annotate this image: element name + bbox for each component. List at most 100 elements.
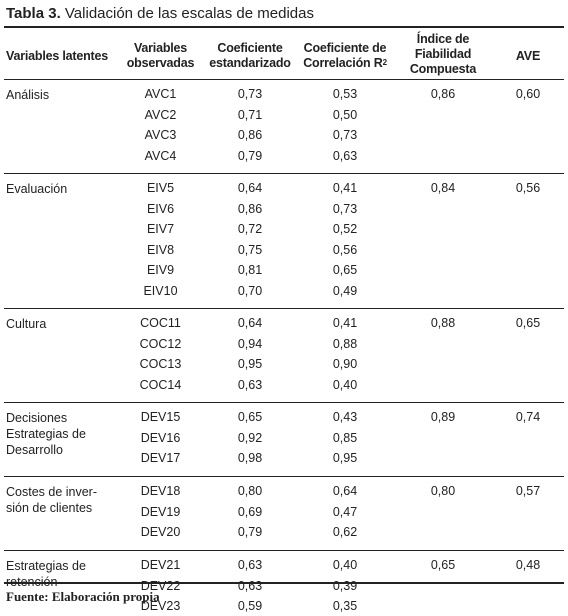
- header-coeficiente-line1: Coeficiente: [217, 41, 283, 55]
- r2-value: 0,73: [332, 128, 358, 142]
- r2-value: 0,62: [332, 525, 358, 539]
- observed-variable: AVC1: [144, 87, 177, 101]
- observed-variable: DEV19: [140, 504, 181, 519]
- table-caption-text: Validación de las escalas de medidas: [60, 5, 314, 22]
- fiabilidad-value: 0,86: [430, 87, 456, 101]
- ave-value: 0,48: [515, 558, 541, 572]
- coeficiente-value: 0,86: [237, 201, 263, 216]
- observed-variable: EIV6: [146, 201, 175, 216]
- latent-variable-line: Decisiones: [6, 411, 68, 425]
- fiabilidad-value: 0,89: [430, 410, 456, 424]
- ave-value: 0,60: [515, 87, 541, 101]
- fiabilidad-value: 0,88: [430, 316, 456, 330]
- group-separator: [4, 402, 564, 403]
- latent-variable-line: Estrategias de: [6, 559, 86, 573]
- coeficiente-value: 0,86: [237, 128, 263, 142]
- group-separator: [4, 173, 564, 174]
- observed-variable: AVC2: [144, 107, 177, 122]
- coeficiente-value: 0,65: [237, 410, 263, 424]
- r2-value: 0,52: [332, 222, 358, 236]
- header-correlacion-text: Correlación R: [303, 56, 383, 70]
- latent-variable-label: Cultura: [6, 316, 46, 332]
- observed-variable: DEV20: [140, 525, 181, 539]
- header-variables-observadas-line2: observadas: [126, 56, 195, 70]
- header-fiabilidad-line3: Compuesta: [409, 62, 477, 76]
- header-fiabilidad-line2: Fiabilidad: [414, 47, 472, 61]
- coeficiente-value: 0,70: [237, 283, 263, 298]
- coeficiente-value: 0,64: [237, 181, 263, 195]
- observed-variable: AVC4: [144, 148, 177, 163]
- coeficiente-value: 0,80: [237, 484, 263, 498]
- header-ave: AVE: [515, 49, 541, 63]
- r2-value: 0,40: [332, 377, 358, 392]
- r2-value: 0,41: [332, 316, 358, 330]
- rule-top: [4, 26, 564, 28]
- group-separator: [4, 550, 564, 551]
- table-source: Fuente: Elaboración propia: [6, 589, 160, 604]
- header-correlacion-superscript: 2: [382, 58, 387, 67]
- ave-value: 0,56: [515, 181, 541, 195]
- r2-value: 0,53: [332, 87, 358, 101]
- header-correlacion-r2: Coeficiente de Correlación R2: [300, 41, 390, 71]
- coeficiente-value: 0,79: [237, 525, 263, 539]
- header-correlacion-line2: Correlación R2: [300, 56, 390, 71]
- ave-value: 0,74: [515, 410, 541, 424]
- coeficiente-value: 0,92: [237, 430, 263, 445]
- r2-value: 0,43: [332, 410, 358, 424]
- latent-variable-line: Desarrollo: [6, 443, 63, 457]
- header-correlacion-line1: Coeficiente de: [303, 41, 387, 55]
- fiabilidad-value: 0,84: [430, 181, 456, 195]
- latent-variable-line: Análisis: [6, 88, 50, 102]
- coeficiente-value: 0,73: [237, 87, 263, 101]
- coeficiente-value: 0,79: [237, 148, 263, 163]
- r2-value: 0,56: [332, 242, 358, 257]
- observed-variable: EIV7: [146, 222, 175, 236]
- observed-variable: DEV18: [140, 484, 181, 498]
- r2-value: 0,35: [332, 599, 358, 613]
- coeficiente-value: 0,71: [237, 107, 263, 122]
- r2-value: 0,88: [332, 336, 358, 351]
- latent-variable-label: Evaluación: [6, 181, 67, 197]
- observed-variable: COC13: [139, 357, 182, 371]
- observed-variable: AVC3: [144, 128, 177, 142]
- observed-variable: COC14: [139, 377, 182, 392]
- r2-value: 0,47: [332, 504, 358, 519]
- r2-value: 0,50: [332, 107, 358, 122]
- ave-value: 0,57: [515, 484, 541, 498]
- r2-value: 0,65: [332, 263, 358, 277]
- r2-value: 0,40: [332, 558, 358, 572]
- latent-variable-line: Cultura: [6, 317, 47, 331]
- observed-variable: DEV16: [140, 430, 181, 445]
- coeficiente-value: 0,63: [237, 578, 263, 593]
- observed-variable: EIV9: [146, 263, 175, 277]
- r2-value: 0,41: [332, 181, 358, 195]
- header-variables-observadas-line1: Variables: [133, 41, 188, 55]
- observed-variable: EIV8: [146, 242, 175, 257]
- latent-variable-label: Decisiones Estrategias de Desarrollo: [6, 410, 86, 458]
- coeficiente-value: 0,94: [237, 336, 263, 351]
- r2-value: 0,39: [332, 578, 358, 593]
- table-caption: Tabla 3. Validación de las escalas de me…: [6, 3, 314, 25]
- group-separator: [4, 476, 564, 477]
- coeficiente-value: 0,69: [237, 504, 263, 519]
- header-variables-latentes: Variables latentes: [6, 49, 109, 63]
- coeficiente-value: 0,75: [237, 242, 263, 257]
- r2-value: 0,95: [332, 451, 358, 465]
- rule-header-bottom: [4, 79, 564, 80]
- observed-variable: EIV5: [146, 181, 175, 195]
- r2-value: 0,49: [332, 283, 358, 298]
- observed-variable: DEV21: [140, 558, 181, 572]
- r2-value: 0,85: [332, 430, 358, 445]
- r2-value: 0,73: [332, 201, 358, 216]
- coeficiente-value: 0,95: [237, 357, 263, 371]
- latent-variable-line: Estrategias de: [6, 427, 86, 441]
- observed-variable: COC12: [139, 336, 182, 351]
- coeficiente-value: 0,63: [237, 558, 263, 572]
- coeficiente-value: 0,81: [237, 263, 263, 277]
- group-separator: [4, 308, 564, 309]
- header-fiabilidad-line1: Índice de: [416, 32, 470, 46]
- latent-variable-line: Costes de inver-: [6, 485, 98, 499]
- latent-variable-label: Estrategias deretención: [6, 558, 86, 590]
- ave-value: 0,65: [515, 316, 541, 330]
- r2-value: 0,90: [332, 357, 358, 371]
